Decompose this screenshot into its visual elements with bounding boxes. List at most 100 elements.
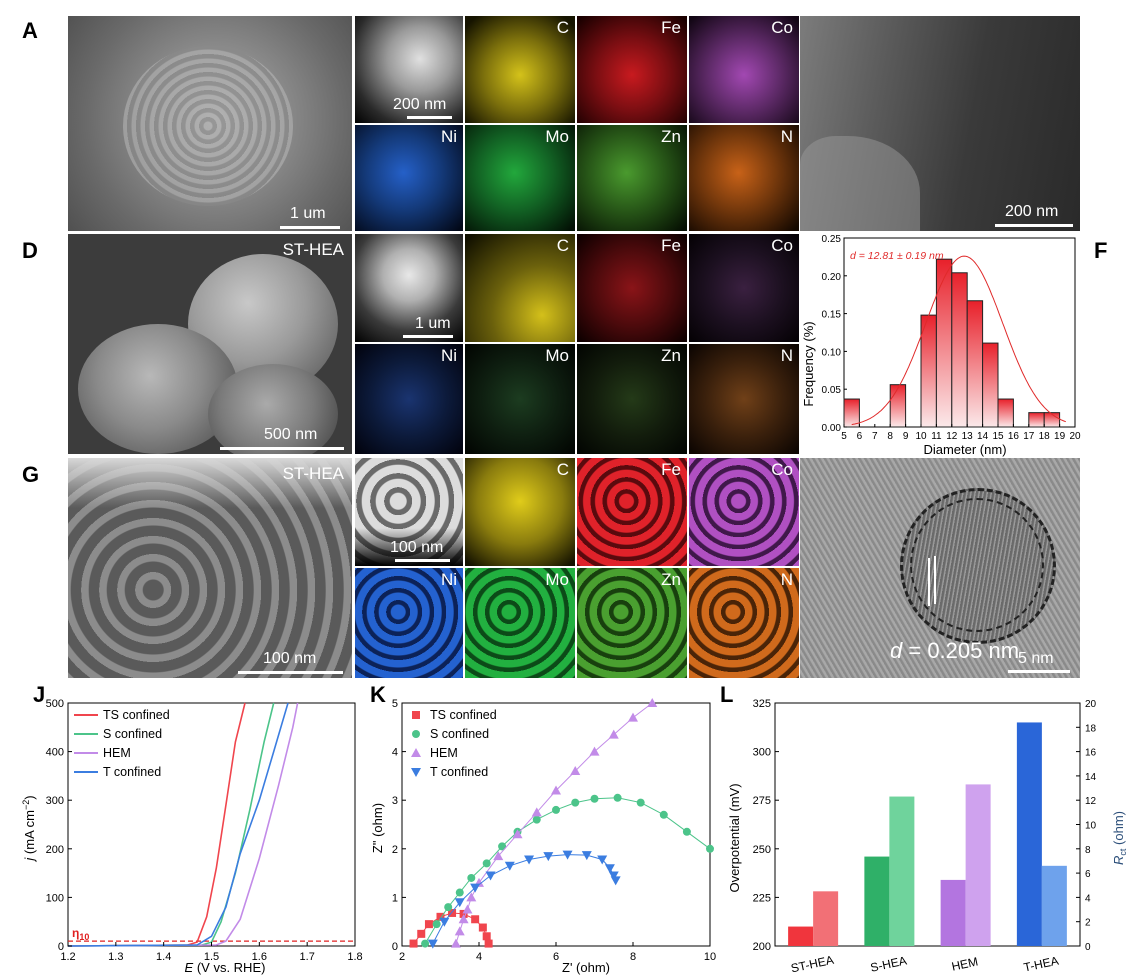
- y-tick-label-f: 0.10: [822, 347, 842, 358]
- legend-label-j: S confined: [103, 727, 162, 741]
- x-tick-label-f: 10: [915, 431, 927, 442]
- element-label-co-h: Co: [771, 460, 793, 479]
- element-label-c-h: C: [556, 460, 569, 479]
- data-point-k: [571, 798, 580, 807]
- legend-label-j: TS confined: [103, 708, 170, 722]
- fit-annotation-f: d = 12.81 ± 0.19 nm: [850, 250, 944, 262]
- histogram-bar: [951, 272, 968, 428]
- element-label-n-h: N: [780, 570, 793, 589]
- left-tick-label-l: 300: [753, 747, 771, 759]
- sample-label-d: ST-HEA: [282, 240, 344, 259]
- data-point-k: [531, 807, 542, 817]
- overpotential-bar: [1016, 722, 1042, 946]
- y-tick-label-j: 200: [46, 844, 64, 856]
- scale-bar-i: 5 nm: [1018, 650, 1054, 667]
- histogram-bar: [843, 398, 860, 428]
- y-tick-label-j: 300: [46, 795, 64, 807]
- category-label-l: HEM: [950, 954, 979, 973]
- element-label-n: N: [780, 127, 793, 146]
- x-tick-label-f: 8: [887, 431, 893, 442]
- rct-bar: [889, 796, 915, 946]
- data-point-k: [466, 892, 477, 902]
- scale-bar-c: 200 nm: [1005, 203, 1059, 220]
- series-line-j: [67, 702, 299, 947]
- data-point-k: [647, 698, 658, 707]
- eds-map-mo-e: Mo: [465, 344, 575, 454]
- legend-marker-k: [412, 711, 420, 719]
- x-axis-label-j: E (V vs. RHE): [185, 960, 266, 975]
- element-label-mo-h: Mo: [545, 570, 569, 589]
- x-tick-label-j: 1.8: [347, 951, 362, 963]
- x-tick-label-k: 6: [553, 951, 559, 963]
- x-tick-label-f: 6: [857, 431, 863, 442]
- category-label-l: S-HEA: [869, 953, 908, 974]
- data-point-k: [589, 746, 600, 756]
- eds-map-co-b: Co: [689, 16, 799, 123]
- data-point-k: [610, 876, 621, 886]
- left-tick-label-l: 250: [753, 844, 771, 856]
- data-point-k: [613, 793, 622, 802]
- data-point-k: [570, 766, 581, 776]
- x-tick-label-j: 1.4: [156, 951, 171, 963]
- y-tick-label-k: 1: [392, 892, 398, 904]
- histogram-bar: [982, 342, 999, 428]
- right-tick-label-l: 8: [1085, 845, 1091, 856]
- scale-bar-g: 100 nm: [263, 650, 317, 667]
- element-label-co-e: Co: [771, 236, 793, 255]
- data-point-k: [604, 864, 615, 874]
- sem-image-spheres: ST-HEA 500 nm: [68, 234, 352, 454]
- lsv-chart-j: η10 TS confined S confined HEM T confined 1.2…: [21, 698, 363, 975]
- eds-map-c-e: C: [465, 234, 575, 342]
- element-label-fe-h: Fe: [661, 460, 681, 479]
- x-tick-label-f: 20: [1069, 431, 1081, 442]
- y-axis-label-j: j (mA cm−2): [21, 795, 37, 862]
- scale-bar-d: 500 nm: [264, 426, 318, 443]
- scale-bar-e: 1 um: [415, 315, 451, 332]
- series-line-j: [67, 702, 289, 947]
- data-point-k: [706, 844, 714, 853]
- data-point-k: [485, 871, 496, 881]
- panel-label-j: J: [33, 682, 46, 707]
- data-point-k: [454, 926, 465, 936]
- data-point-k: [498, 842, 507, 851]
- data-point-k: [484, 939, 493, 948]
- x-tick-label-f: 7: [872, 431, 878, 442]
- rct-bar: [1041, 865, 1067, 946]
- y-tick-label-k: 3: [392, 795, 398, 807]
- panel-label-d: D: [22, 238, 38, 263]
- panel-label-k: K: [370, 682, 386, 707]
- eds-map-fe-b: Fe: [577, 16, 687, 123]
- panel-label-l: L: [720, 682, 734, 707]
- haadf-image-h: 100 nm: [355, 458, 463, 566]
- legend-label-k: TS confined: [430, 708, 497, 722]
- data-point-k: [432, 920, 441, 929]
- data-point-k: [427, 939, 438, 949]
- x-tick-label-f: 17: [1023, 431, 1035, 442]
- y-axis-label-f: Frequency (%): [801, 321, 816, 406]
- left-tick-label-l: 325: [753, 698, 771, 710]
- element-label-mo-e: Mo: [545, 346, 569, 365]
- category-label-l: T-HEA: [1022, 954, 1059, 975]
- eds-map-zn-h: Zn: [577, 568, 687, 678]
- y-tick-label-k: 4: [392, 747, 398, 759]
- eds-map-ni-b: Ni: [355, 125, 463, 231]
- element-label-ni-h: Ni: [440, 570, 457, 589]
- bar-chart-l: ST-HEA S-HEA HEM T-HEA 200 225 250 275 300 325 0 2 4…: [727, 698, 1128, 975]
- overpotential-bar: [864, 856, 890, 946]
- data-point-k: [450, 938, 461, 948]
- data-point-k: [543, 852, 554, 862]
- data-point-k: [590, 794, 599, 803]
- hrtem-image-i: d = 0.205 nm 5 nm: [800, 458, 1080, 678]
- haadf-image-b: 200 nm: [355, 16, 463, 123]
- data-point-k: [581, 851, 592, 861]
- fit-line-k: [413, 912, 490, 944]
- eds-map-zn-b: Zn: [577, 125, 687, 231]
- element-label-ni-e: Ni: [440, 346, 457, 365]
- x-tick-label-f: 19: [1054, 431, 1066, 442]
- data-point-k: [417, 929, 426, 938]
- histogram-bar: [966, 300, 984, 428]
- data-point-k: [471, 915, 480, 924]
- sem-image-flower: 1 um: [68, 16, 352, 231]
- data-point-k: [551, 785, 561, 795]
- x-tick-label-f: 16: [1008, 431, 1020, 442]
